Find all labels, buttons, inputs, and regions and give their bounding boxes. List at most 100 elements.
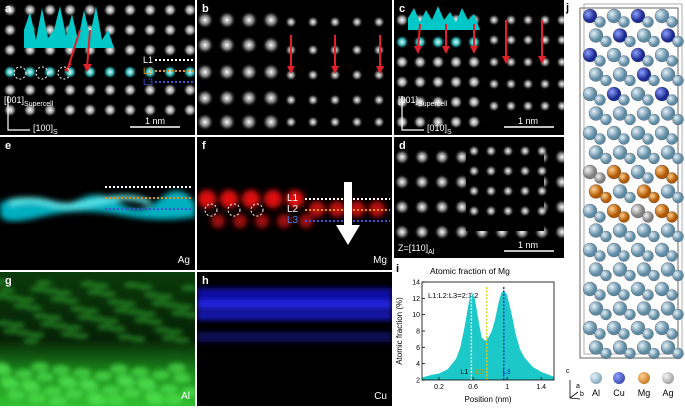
crystal-atom-al (612, 106, 628, 121)
crystal-atom-al (660, 301, 676, 316)
crystal-atom-al (588, 106, 604, 121)
crystal-atom-al (606, 47, 622, 63)
crystal-atom-back (642, 250, 654, 262)
crystal-atom-back (648, 191, 660, 204)
crystal-atom-back (672, 230, 684, 243)
crystal-atom-al (660, 67, 676, 82)
crystal-atom-back (672, 74, 684, 87)
panel-i-chart-container: i Atomic fraction of Mg L1:L2:L3=2:1:2 L1 L2… (394, 262, 564, 406)
crystal-atom-back (642, 289, 654, 301)
crystal-atom-back (594, 328, 606, 340)
crystal-atom-mg (606, 164, 622, 180)
crystal-atom-back (594, 211, 606, 223)
crystal-atom-back (594, 55, 606, 67)
crystal-atom-al (588, 145, 604, 160)
crystal-atom-ag (582, 164, 598, 180)
panel-a-axis-vertical: [001]Supercell (4, 95, 54, 108)
crystal-atom-back (666, 16, 678, 28)
crystal-atom-back (648, 113, 660, 126)
crystal-atom-al (588, 262, 604, 277)
chart-xtick-label: 1 (505, 384, 509, 391)
crystal-atom-al (582, 125, 598, 141)
crystal-atom-cu (612, 28, 628, 43)
legend-ag-swatch (662, 372, 674, 384)
crystal-atom-back (648, 269, 660, 282)
crystal-atom-al (606, 320, 622, 336)
crystal-atom-al (630, 281, 646, 297)
chart-ytick-label: 14 (412, 280, 420, 287)
crystal-atom-back (666, 328, 678, 340)
crystal-atom-back (672, 152, 684, 165)
crystal-atom-al (660, 223, 676, 238)
crystal-atom-back (594, 289, 606, 301)
crystal-atom-back (672, 269, 684, 282)
crystal-atom-al (636, 28, 652, 43)
chart-area-series (422, 290, 554, 380)
crystal-atom-back (642, 94, 654, 106)
crystal-atom-back (624, 74, 636, 87)
legend-cu-label: Cu (613, 388, 625, 398)
panel-e-ag-map: e Ag (0, 137, 195, 270)
crystal-atom-al (654, 8, 670, 24)
crystal-atom-al (588, 223, 604, 238)
crystal-atom-back (648, 35, 660, 48)
crystal-atom-back (624, 230, 636, 243)
chart-xtick-label: 0.6 (468, 384, 478, 391)
panel-j-label: j (566, 2, 570, 14)
crystal-atom-mg (654, 203, 670, 219)
panel-h-element: Cu (374, 391, 387, 402)
crystal-atom-al (630, 125, 646, 141)
crystal-atom-back (618, 94, 630, 106)
crystal-atom-al (660, 262, 676, 277)
chart-ytick-label: 6 (416, 345, 420, 352)
crystal-atom-al (654, 47, 670, 63)
panel-d-haadf-image: d Z=[110]Al 1 nm (394, 137, 564, 258)
crystal-atom-al (582, 320, 598, 336)
crystal-atom-back (672, 347, 684, 360)
crystal-atom-back (594, 16, 606, 28)
chart-marker-label-l1: L1 (460, 369, 468, 376)
legend-ag: Ag (660, 372, 676, 398)
legend-al: Al (588, 372, 604, 398)
panel-d-zone-axis: Z=[110]Al (398, 243, 435, 256)
chart-ytick-label: 2 (416, 378, 420, 385)
panel-c-haadf-image: c [001]Supercell [010]S 1 nm (394, 0, 564, 135)
crystal-atom-al (636, 262, 652, 277)
crystal-atom-back (666, 250, 678, 262)
crystal-atom-cu (630, 47, 646, 63)
crystal-atom-cu (636, 67, 652, 82)
crystal-atom-al (606, 242, 622, 258)
crystal-atom-back (666, 289, 678, 301)
crystal-atom-al (606, 125, 622, 141)
crystal-atom-al (588, 301, 604, 316)
crystal-atom-al (588, 340, 604, 355)
crystal-atom-al (612, 67, 628, 82)
legend-mg-label: Mg (637, 388, 651, 398)
legend-al-swatch (590, 372, 602, 384)
crystal-atom-back (624, 152, 636, 165)
panel-f-l3-label: L3 (287, 215, 299, 226)
crystal-atom-mg (606, 203, 622, 219)
crystal-atom-back (642, 211, 654, 223)
crystal-atom-mg (654, 164, 670, 180)
panel-c-scale-bar-label: 1 nm (518, 116, 539, 126)
crystal-atom-back (600, 230, 612, 243)
crystal-atom-cu (606, 86, 622, 102)
panel-f-element: Mg (373, 255, 387, 266)
crystal-atom-al (582, 242, 598, 258)
panel-f-l1-label: L1 (287, 193, 299, 204)
chart-marker-label-l3: L3 (503, 369, 511, 376)
axis-b-label: b (580, 391, 584, 398)
legend-mg: Mg (636, 372, 652, 398)
crystal-atom-back (642, 16, 654, 28)
crystal-atom-back (618, 133, 630, 145)
crystal-atom-al (636, 145, 652, 160)
legend-cu-swatch (613, 372, 625, 384)
panel-a-inset-profile (24, 6, 114, 48)
crystal-atom-back (642, 55, 654, 67)
crystal-atom-back (594, 133, 606, 145)
crystal-atom-al (612, 145, 628, 160)
crystal-atom-back (618, 289, 630, 301)
panel-c-atoms (395, 6, 564, 131)
crystal-atom-back (600, 35, 612, 48)
